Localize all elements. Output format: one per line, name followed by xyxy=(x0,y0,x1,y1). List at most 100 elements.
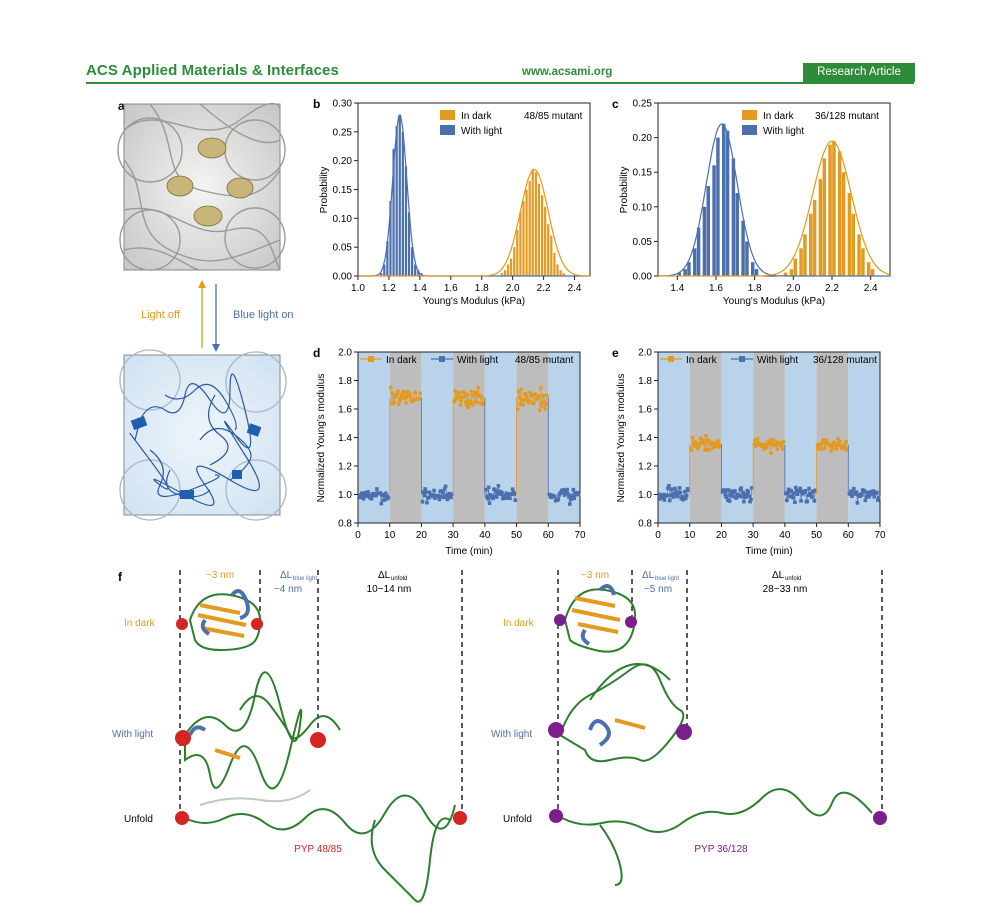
chart-b-xtick-label: 2.0 xyxy=(506,283,520,294)
chart-d-dark-point xyxy=(524,394,529,399)
chart-e-dark-point xyxy=(689,448,694,453)
chart-e-light-point xyxy=(671,495,676,499)
chart-d-light-point xyxy=(484,487,488,492)
chart-b-bar xyxy=(553,252,556,276)
chart-b-bar xyxy=(404,166,408,276)
left-row-dark: In dark xyxy=(124,618,156,629)
chart-e-light-point xyxy=(789,489,794,493)
chart-c-bar xyxy=(822,158,827,276)
chart-e-xtick-label: 0 xyxy=(655,530,661,541)
chart-e-dark-point xyxy=(775,447,780,452)
chart-c-bar xyxy=(847,192,852,276)
chart-e-light-point xyxy=(726,488,731,493)
blue-light-arrowhead xyxy=(212,344,220,352)
chart-d-dark-period xyxy=(453,352,485,523)
chart-c-bar xyxy=(812,199,817,276)
right-row-unfold: Unfold xyxy=(503,814,532,825)
left-row-light: With light xyxy=(112,729,153,740)
chart-c-bar xyxy=(716,137,720,276)
chart-d-dark-point xyxy=(537,394,541,399)
chart-c-bar xyxy=(721,123,726,276)
chart-e-xtick-label: 70 xyxy=(874,530,886,541)
chart-e-light-point xyxy=(875,491,879,495)
chart-b-xtick-label: 1.6 xyxy=(444,283,458,294)
chart-e-light-point xyxy=(723,492,728,497)
chart-c-bar xyxy=(725,130,730,276)
chart-d-dark-point xyxy=(538,386,543,390)
chart-d-dark-point xyxy=(462,390,466,395)
chart-e-ytick-label: 1.0 xyxy=(638,490,652,501)
chart-e-dark-point xyxy=(716,440,721,445)
chart-d-light-point xyxy=(383,493,387,498)
chart-c-bar xyxy=(851,213,856,276)
chart-c-bar xyxy=(712,165,716,276)
chart-c-fit-curve xyxy=(657,123,890,277)
chart-d-ytick-label: 1.8 xyxy=(338,376,352,387)
left-dim-blue-sub: blue light xyxy=(293,576,317,582)
chart-d-light-point xyxy=(491,496,495,501)
chart-e-light-point xyxy=(862,489,867,493)
left-dim-blue-val: ~4 nm xyxy=(274,584,302,595)
chart-d-light-point xyxy=(494,495,499,499)
chart-d-ylabel: Normalized Young's modulus xyxy=(316,374,327,503)
chart-c-legend-light-swatch xyxy=(742,125,757,135)
chart-d-light-point xyxy=(369,496,374,501)
chart-d-light-point xyxy=(568,497,573,502)
right-dim-blue-sub: blue light xyxy=(655,576,679,582)
panel-letter-a: a xyxy=(118,99,125,113)
chart-d-dark-point xyxy=(516,389,521,394)
chart-c-xlabel: Young's Modulus (kPa) xyxy=(723,296,825,307)
chart-b-xlabel: Young's Modulus (kPa) xyxy=(423,296,525,307)
chart-d-light-point xyxy=(437,497,442,502)
chart-d-light-point xyxy=(556,497,561,501)
header-rule xyxy=(86,82,914,84)
chart-d-light-point xyxy=(427,490,432,495)
chart-b-xtick-label: 1.0 xyxy=(351,283,365,294)
chart-d-ytick-label: 1.0 xyxy=(338,490,352,501)
chart-d-light-point xyxy=(442,487,447,491)
chart-d-dark-point xyxy=(466,405,471,410)
chart-d-light-point xyxy=(443,484,448,489)
chart-d-light-point xyxy=(552,494,557,499)
chart-d-light-point xyxy=(445,497,450,502)
chart-d-xlabel: Time (min) xyxy=(445,546,492,557)
chart-d-light-point xyxy=(423,487,428,491)
chart-e-light-point xyxy=(787,494,792,499)
chart-d-dark-point xyxy=(479,395,484,400)
chart-d-xtick-label: 10 xyxy=(384,530,396,541)
article-type-badge: Research Article xyxy=(803,63,915,82)
chart-e-light-point xyxy=(749,497,753,502)
chart-d-light-point xyxy=(512,492,517,496)
chart-d-light-point xyxy=(358,495,362,500)
chart-c-bar xyxy=(870,269,875,276)
chart-e-dark-point xyxy=(701,438,706,443)
chart-d-light-point xyxy=(487,501,492,505)
panel-letter-b: b xyxy=(313,97,320,111)
chart-b-xtick-label: 2.4 xyxy=(568,283,582,294)
chart-e-light-point xyxy=(785,490,790,495)
chart-e-light-point xyxy=(684,493,689,498)
chart-d-dark-point xyxy=(456,394,461,399)
chart-b-bar xyxy=(506,264,510,276)
chart-e-dark-point xyxy=(754,444,758,448)
chart-d-light-point xyxy=(511,490,516,495)
chart-b-bar xyxy=(547,224,550,276)
chart-d-light-point xyxy=(449,495,453,500)
chart-d-light-point xyxy=(485,496,490,501)
chart-d-light-point xyxy=(441,490,445,495)
chart-e-light-point xyxy=(683,489,687,494)
chart-d-dark-point xyxy=(543,406,548,411)
chart-d-dark-point xyxy=(418,391,423,396)
chart-c-bar xyxy=(754,269,759,276)
chart-d-dark-period xyxy=(389,352,422,523)
chart-d-light-point xyxy=(567,495,571,499)
chart-e-light-point xyxy=(744,492,749,497)
chart-b-ytick-label: 0.05 xyxy=(333,243,353,254)
chart-e-light-point xyxy=(792,491,796,495)
light-off-arrowhead xyxy=(198,280,206,288)
chart-e-light-point xyxy=(860,493,864,497)
panel-f-left: ~3 nm ΔL blue light ~4 nm ΔL unfold 10~1… xyxy=(112,570,467,903)
chart-b-bar xyxy=(500,273,503,276)
chart-b-bar xyxy=(386,241,389,276)
chart-e-light-point xyxy=(748,499,752,504)
